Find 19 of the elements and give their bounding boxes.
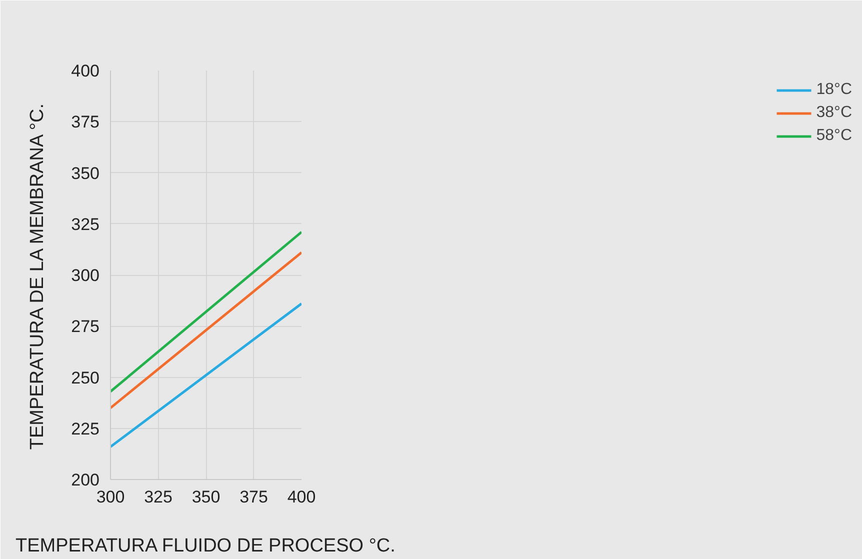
- x-axis-title: TEMPERATURA FLUIDO DE PROCESO °C.: [16, 536, 396, 556]
- x-tick-label: 375: [240, 488, 268, 506]
- y-tick-label: 350: [71, 164, 100, 183]
- x-tick-label: 300: [96, 488, 125, 506]
- y-tick-label: 375: [71, 112, 100, 132]
- legend-label: 18°C: [816, 81, 852, 99]
- legend-label: 58°C: [816, 127, 852, 145]
- x-tick-label: 325: [144, 488, 172, 506]
- y-tick-label: 200: [71, 470, 100, 490]
- y-tick-label: 225: [71, 419, 100, 438]
- x-tick-label: 350: [192, 488, 220, 506]
- y-tick-label: 300: [71, 266, 100, 285]
- y-tick-label: 325: [71, 214, 100, 234]
- y-tick-label: 250: [71, 368, 100, 388]
- y-tick-label: 275: [71, 317, 100, 336]
- y-tick-label: 400: [71, 62, 100, 80]
- x-tick-label: 400: [287, 488, 316, 506]
- legend-label: 38°C: [816, 104, 852, 122]
- y-axis-title: TEMPERATURA DE LA MEMBRANA °C.: [27, 103, 48, 450]
